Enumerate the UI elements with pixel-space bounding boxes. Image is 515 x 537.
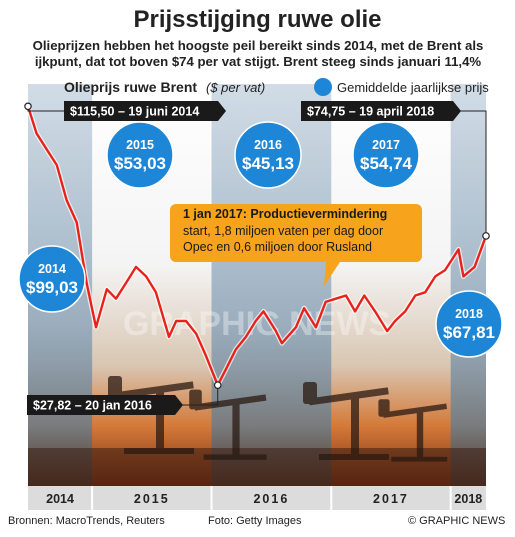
year-band-2018	[450, 84, 486, 486]
pumpjack-head	[108, 376, 122, 398]
pumpjack-base	[124, 448, 194, 454]
average-bubble-2017	[352, 121, 420, 189]
pumpjack-base	[319, 454, 389, 460]
page-subtitle: Olieprijzen hebben het hoogste peil bere…	[32, 38, 484, 69]
average-year-label: 2017	[372, 138, 400, 152]
pumpjack-base	[203, 454, 267, 460]
annotation-leader	[175, 385, 219, 406]
average-bubble-2015	[106, 121, 174, 189]
pumpjack-beam	[113, 381, 194, 400]
pumpjack-silhouette	[303, 382, 389, 460]
pumpjack-post	[232, 404, 240, 458]
annotation-point	[482, 232, 490, 240]
year-axis-strip	[28, 486, 486, 510]
annotation-tag	[27, 395, 183, 415]
annotation-label: $27,82 – 20 jan 2016	[33, 399, 152, 413]
page-title: Prijsstijging ruwe olie	[133, 6, 382, 33]
pumpjack-silhouette	[108, 376, 194, 454]
sources-note: Bronnen: MacroTrends, Reuters	[8, 515, 165, 527]
callout-heading: 1 jan 2017: Productievermindering	[183, 207, 387, 221]
annotation-leader	[453, 110, 487, 236]
average-year-label: 2016	[254, 138, 282, 152]
year-label-2018: 2018	[454, 492, 482, 506]
pumpjack-silhouette	[378, 399, 448, 462]
callout-body-line: start, 1,8 miljoen vaten per dag door	[183, 224, 383, 238]
average-value-label: $67,81	[443, 323, 495, 342]
annotation-label: $74,75 – 19 april 2018	[307, 105, 434, 119]
annotation-point	[24, 102, 32, 111]
horizon-silhouette	[28, 448, 486, 486]
average-value-label: $53,03	[114, 154, 166, 173]
callout-box	[170, 204, 422, 286]
series-label: Olieprijs ruwe Brent	[64, 79, 197, 95]
photo-credit: Foto: Getty Images	[208, 515, 302, 527]
pumpjack-head	[378, 399, 390, 417]
average-bubble-2016	[234, 121, 302, 189]
pumpjack-head	[189, 389, 202, 410]
callout-body-line: Opec en 0,6 miljoen door Rusland	[183, 240, 372, 254]
year-label-2015: 2015	[134, 492, 170, 506]
pumpjack-head	[303, 382, 317, 404]
publisher-credit: © GRAPHIC NEWS	[408, 515, 506, 527]
average-year-label: 2018	[455, 307, 483, 321]
average-year-label: 2015	[126, 138, 154, 152]
year-label-2014: 2014	[46, 492, 74, 506]
average-year-label: 2014	[38, 262, 66, 276]
pumpjack-beam	[194, 394, 267, 411]
year-label-2016: 2016	[253, 492, 289, 506]
year-label-2017: 2017	[373, 492, 409, 506]
average-bubble-2018	[435, 290, 503, 358]
unit-label: ($ per vat)	[206, 80, 265, 95]
legend-bubble-icon	[314, 78, 332, 96]
average-value-label: $45,13	[242, 154, 294, 173]
average-bubble-2014	[18, 245, 86, 313]
legend-label: Gemiddelde jaarlijkse prijs	[337, 80, 489, 95]
annotation-label: $115,50 – 19 juni 2014	[70, 105, 199, 119]
pumpjack-beam	[382, 403, 448, 418]
pumpjack-post	[416, 412, 424, 460]
annotation-point	[213, 381, 222, 389]
average-value-label: $99,03	[26, 278, 78, 297]
pumpjack-post	[351, 398, 359, 458]
annotation-tag	[301, 101, 461, 121]
annotation-tag	[64, 101, 226, 121]
pumpjack-base	[391, 456, 448, 462]
pumpjack-post	[156, 392, 164, 452]
average-value-label: $54,74	[360, 154, 413, 173]
pumpjack-beam	[308, 387, 389, 406]
pumpjack-silhouette	[189, 389, 267, 460]
